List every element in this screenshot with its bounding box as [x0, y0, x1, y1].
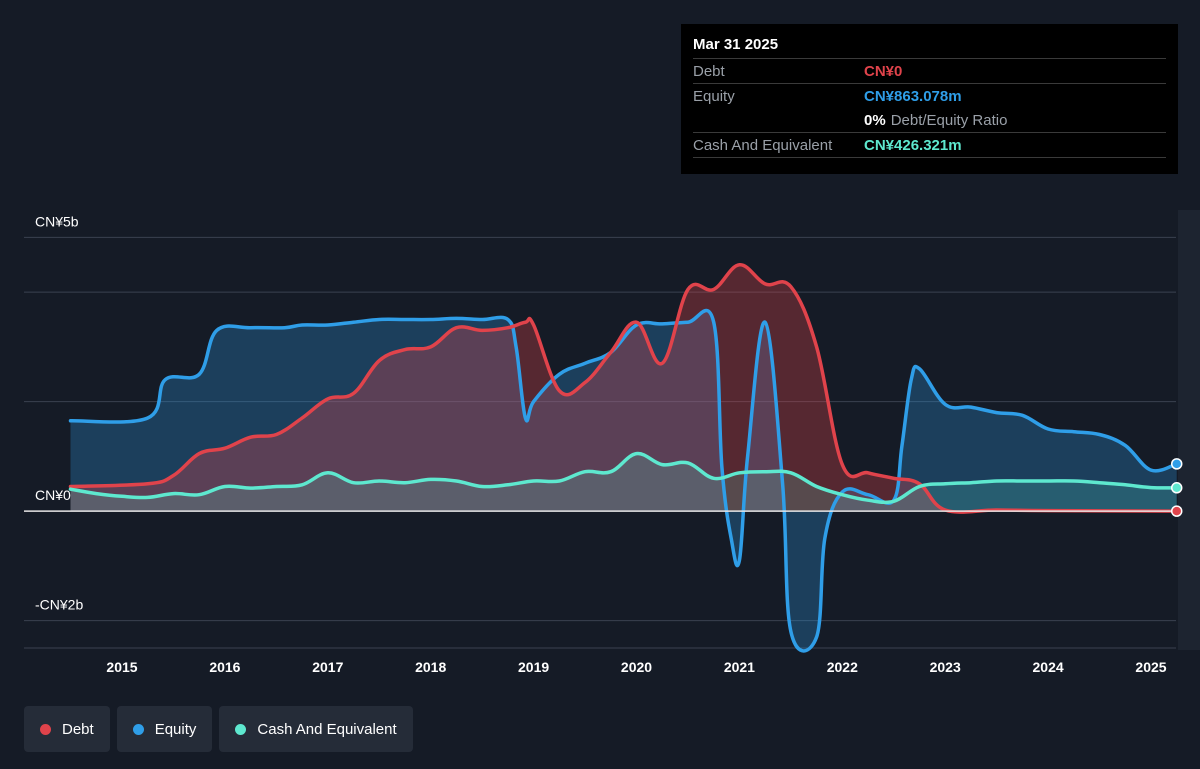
line-cash — [68, 451, 1179, 505]
x-tick-label: 2017 — [312, 659, 343, 675]
y-tick-label: CN¥5b — [35, 213, 79, 229]
x-tick-label: 2023 — [930, 659, 961, 675]
area-debt — [70, 264, 1177, 513]
legend: Debt Equity Cash And Equivalent — [24, 706, 413, 752]
y-axis-labels: CN¥5b CN¥0 -CN¥2b — [35, 213, 83, 612]
x-tick-label: 2020 — [621, 659, 652, 675]
series-end-markers — [1170, 458, 1183, 517]
y-tick-label: CN¥0 — [35, 487, 71, 503]
x-tick-label: 2021 — [724, 659, 755, 675]
gridlines — [24, 236, 1176, 649]
equity-dot-icon — [132, 723, 144, 735]
x-tick-label: 2025 — [1135, 659, 1166, 675]
tooltip-cash-value: CN¥426.321m — [864, 136, 962, 154]
x-tick-label: 2024 — [1033, 659, 1064, 675]
tooltip-panel: Mar 31 2025 Debt CN¥0 Equity CN¥863.078m… — [681, 24, 1178, 174]
tooltip-date: Mar 31 2025 — [693, 36, 779, 53]
legend-debt-label: Debt — [62, 720, 94, 738]
x-tick-label: 2018 — [415, 659, 446, 675]
x-tick-label: 2016 — [209, 659, 240, 675]
x-tick-label: 2015 — [106, 659, 137, 675]
tooltip-equity-value: CN¥863.078m — [864, 87, 962, 105]
series-areas — [70, 264, 1177, 651]
tooltip-ratio-label: Debt/Equity Ratio — [890, 111, 1008, 129]
x-axis-labels: 2015 2016 2017 2018 2019 2020 2021 2022 2023 2024… — [106, 659, 1166, 675]
end-marker-cash — [1170, 482, 1183, 494]
x-tick-label: 2022 — [827, 659, 858, 675]
x-tick-label: 2019 — [518, 659, 549, 675]
tooltip-row-debt: Debt CN¥0 — [693, 58, 1166, 83]
tooltip-debt-value: CN¥0 — [864, 62, 903, 80]
tooltip-ratio-value: 0% — [864, 111, 886, 129]
cash-dot-icon — [235, 723, 247, 735]
area-cash — [70, 453, 1177, 512]
tooltip-equity-label: Equity — [693, 87, 735, 105]
tooltip-row-ratio: 0% Debt/Equity Ratio — [693, 108, 1166, 132]
tooltip-row-cash: Cash And Equivalent CN¥426.321m — [693, 132, 1166, 158]
legend-equity-label: Equity — [154, 720, 197, 738]
series-lines — [68, 263, 1179, 653]
tooltip-cash-label: Cash And Equivalent — [693, 136, 833, 154]
legend-cash-label: Cash And Equivalent — [257, 720, 397, 738]
tooltip-debt-label: Debt — [693, 62, 725, 80]
line-equity — [68, 308, 1179, 653]
future-shade — [1178, 210, 1200, 650]
legend-item-debt[interactable]: Debt — [24, 706, 110, 752]
legend-item-equity[interactable]: Equity — [116, 706, 213, 752]
end-marker-debt — [1170, 505, 1183, 517]
tooltip-row-equity: Equity CN¥863.078m — [693, 83, 1166, 108]
end-marker-equity — [1170, 458, 1183, 470]
legend-item-cash[interactable]: Cash And Equivalent — [219, 706, 413, 752]
y-tick-label: -CN¥2b — [35, 597, 83, 613]
debt-dot-icon — [40, 723, 51, 735]
line-debt — [68, 263, 1179, 514]
